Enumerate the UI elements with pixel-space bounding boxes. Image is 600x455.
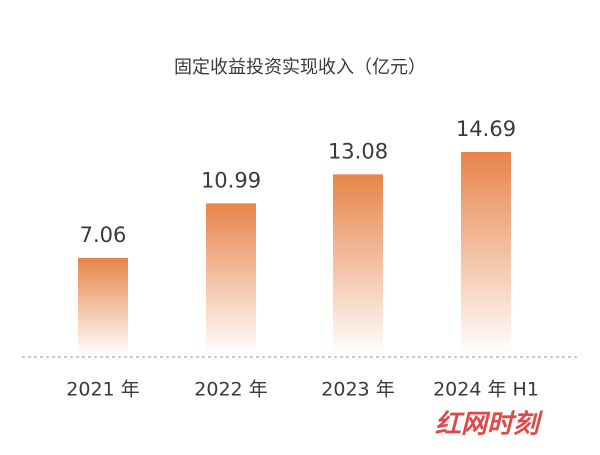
x-tick-label: 2023 年: [321, 379, 394, 401]
bar: [333, 174, 383, 356]
chart-title: 固定收益投资实现收入（亿元）: [174, 57, 426, 78]
x-tick-label: 2021 年: [66, 379, 139, 401]
x-tick-label: 2024 年 H1: [433, 379, 539, 401]
value-label: 7.06: [80, 223, 127, 247]
bar: [206, 203, 256, 356]
value-label: 13.08: [328, 139, 388, 163]
bar: [78, 257, 128, 356]
x-tick-label: 2022 年: [194, 379, 267, 401]
bar: [461, 152, 511, 356]
watermark: 红网时刻: [435, 410, 544, 440]
value-label: 14.69: [456, 117, 516, 141]
value-label: 10.99: [201, 168, 261, 192]
